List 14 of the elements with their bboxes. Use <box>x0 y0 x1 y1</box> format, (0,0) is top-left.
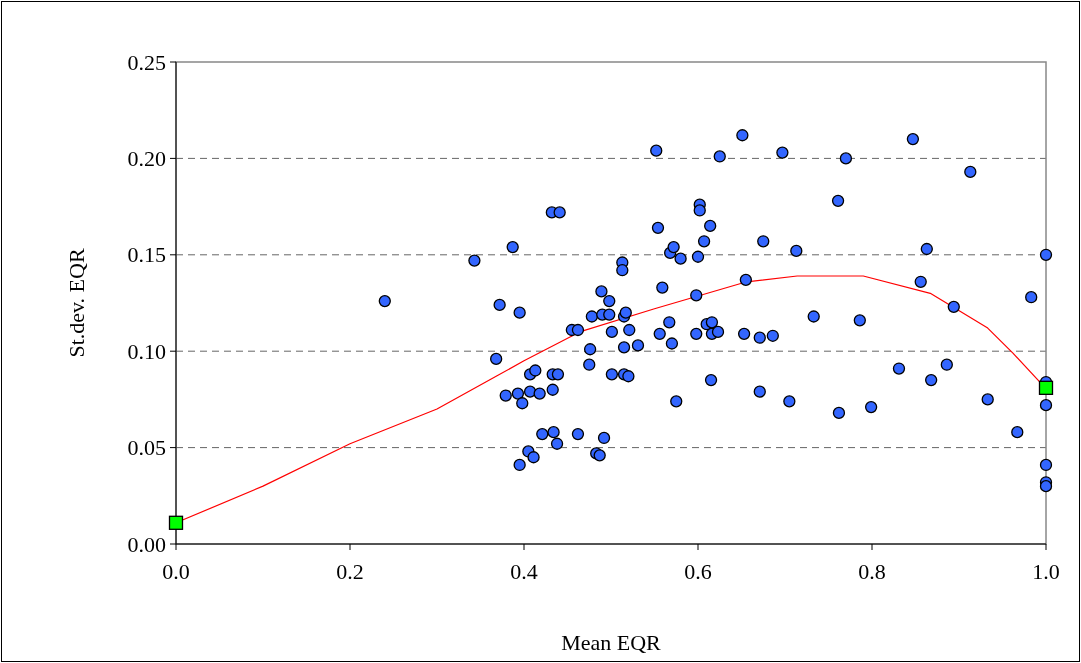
x-tick-label: 1.0 <box>1032 559 1060 584</box>
y-tick-label: 0.00 <box>127 531 166 557</box>
x-axis-title: Mean EQR <box>561 630 662 655</box>
x-tick-label: 0.2 <box>336 559 364 584</box>
y-tick-label: 0.10 <box>127 338 166 364</box>
y-tick-label: 0.20 <box>127 145 166 171</box>
y-tick-label: 0.15 <box>127 242 166 268</box>
x-tick-label: 0.4 <box>510 559 538 584</box>
y-tick-label: 0.05 <box>127 435 166 461</box>
x-tick-label: 0.0 <box>162 559 190 584</box>
y-tick-label: 0.25 <box>127 49 166 75</box>
x-tick-label: 0.8 <box>858 559 886 584</box>
y-axis-title: St.dev. EQR <box>64 248 89 358</box>
x-tick-label: 0.6 <box>684 559 712 584</box>
